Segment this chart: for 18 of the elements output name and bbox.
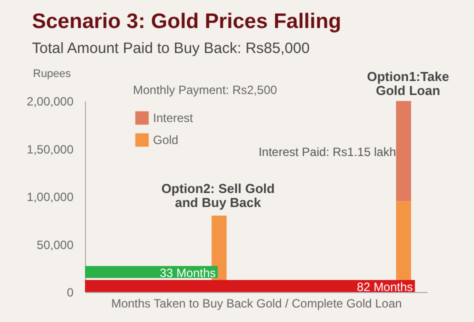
legend-label: Interest [153, 111, 194, 125]
legend-label: Gold [153, 133, 178, 147]
y-tick-label: 2,00,000 [26, 94, 74, 108]
chart-title: Scenario 3: Gold Prices Falling [32, 10, 342, 33]
annotation: Option2: Sell Gold and Buy Back [161, 181, 275, 210]
y-axis-title: Rupees [33, 68, 72, 80]
bar [396, 101, 412, 202]
text: Monthly Payment: Rs2,500 [132, 83, 278, 97]
annotation: Interest Paid: Rs1.15 lakh [258, 145, 396, 159]
y-tick-label: 1,00,000 [26, 190, 74, 204]
x-axis-title: Months Taken to Buy Back Gold / Complete Gold Loan [111, 296, 402, 310]
text: Option1:Take Gold Loan [366, 69, 450, 98]
y-tick-label: 1,50,000 [26, 142, 74, 156]
y-tick-label: 0 [66, 286, 74, 300]
data-label: 82 Months [356, 280, 413, 294]
y-tick-label: 50,000 [36, 238, 74, 252]
chart-subtitle: Total Amount Paid to Buy Back: Rs85,000 [32, 40, 310, 57]
data-label: 33 Months [160, 266, 216, 280]
